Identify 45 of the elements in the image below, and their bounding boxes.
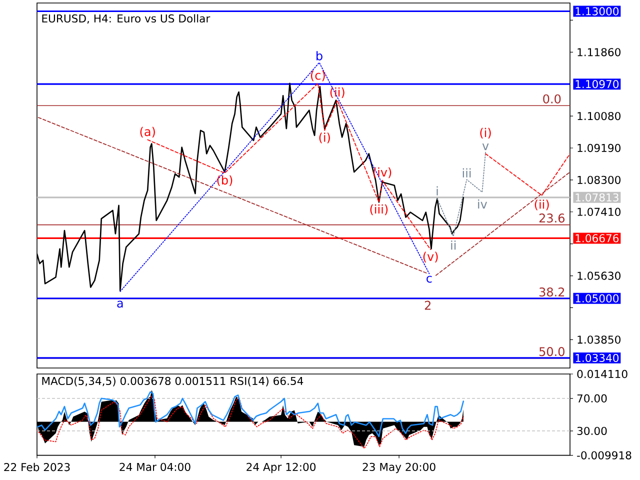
annotation: (c) — [310, 70, 325, 82]
annotation: (i) — [319, 132, 330, 144]
y-tick-label: 1.03850 — [578, 336, 620, 344]
annotation: v — [482, 144, 489, 150]
annotation: 50.0 — [539, 347, 564, 356]
x-tick-label: 24 Apr 12:00 — [246, 462, 316, 474]
y-tick-label: 0.014110 — [577, 370, 628, 378]
annotation: i — [436, 186, 438, 196]
annotation: 0.0 — [543, 94, 561, 104]
y-tick-label: 1.10080 — [578, 112, 620, 120]
ref-line-label: 1.13000 — [576, 7, 619, 16]
ref-line-label: 1.05000 — [576, 294, 619, 302]
annotation: b — [316, 51, 322, 60]
annotation: (v) — [423, 252, 438, 262]
annotation: 2 — [424, 300, 430, 310]
annotation: c — [426, 276, 432, 283]
annotation: (iii) — [370, 204, 388, 216]
y-tick-label: 1.09190 — [578, 144, 620, 152]
y-tick-label: 1.07410 — [578, 208, 620, 216]
chart-title: MACD(5,34,5) 0.003678 0.001511 RSI(14) 66.54 — [42, 376, 304, 386]
y-tick-label: 1.05630 — [578, 272, 620, 280]
y-tick-label: 1.08300 — [578, 176, 620, 184]
y2-tick-label: 30.00 — [577, 426, 607, 435]
ref-line-label: 1.03340 — [576, 354, 619, 362]
annotation: ii — [451, 240, 456, 250]
y-tick-label: -0.009918 — [577, 451, 632, 460]
annotation: a — [117, 300, 123, 308]
annotation: 23.6 — [539, 214, 565, 223]
ref-line-label: 1.06676 — [576, 234, 619, 242]
annotation: 38.2 — [539, 287, 564, 297]
text: EURUSD, H4: Euro vs US Dollar — [42, 14, 210, 24]
ref-line-label: 1.10970 — [576, 80, 619, 88]
x-tick-label: 23 May 20:00 — [362, 462, 436, 474]
ref-line-label: 1.07813 — [576, 193, 618, 202]
annotation: (i) — [480, 128, 491, 139]
y-tick-label: 1.11860 — [578, 48, 620, 56]
annotation: (b) — [217, 175, 232, 186]
annotation: iv — [478, 199, 488, 208]
annotation: iii — [462, 168, 471, 178]
x-tick-label: 22 Feb 2023 — [4, 462, 70, 472]
annotation: (ii) — [534, 200, 549, 210]
annotation: (ii) — [330, 87, 344, 98]
x-tick-label: 24 Mar 04:00 — [120, 462, 190, 472]
annotation: (a) — [140, 126, 155, 138]
y2-tick-label: 70.00 — [577, 394, 607, 402]
